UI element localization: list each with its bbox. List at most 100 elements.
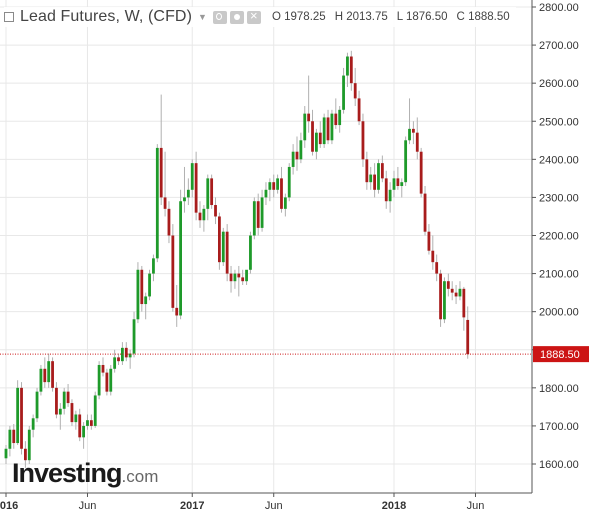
close-label: C xyxy=(456,11,465,23)
last-price-label: 1888.50 xyxy=(540,349,580,361)
candle-up xyxy=(97,364,101,396)
candle-up xyxy=(47,361,51,383)
candle-up xyxy=(186,189,190,198)
candle-up xyxy=(202,208,206,221)
candle-up xyxy=(233,273,237,282)
candle-up xyxy=(342,75,345,110)
candle-up xyxy=(148,273,151,297)
candle-up xyxy=(392,178,396,190)
y-tick-label: 2800.00 xyxy=(539,2,579,14)
ohlc-readout: O 1978.25 H 2013.75 L 1876.50 C 1888.50 xyxy=(272,11,510,23)
y-tick-label: 2400.00 xyxy=(539,154,579,166)
candle-down xyxy=(423,193,427,232)
plot-area xyxy=(0,0,532,493)
y-tick-label: 2000.00 xyxy=(539,307,579,319)
candle-up xyxy=(369,174,373,183)
candle-down xyxy=(218,216,221,263)
candle-up xyxy=(179,201,182,316)
open-value: 1978.25 xyxy=(284,11,326,23)
legend-toggle-box[interactable] xyxy=(4,12,14,22)
candle-down xyxy=(194,163,198,213)
candle-up xyxy=(346,56,349,76)
candle-down xyxy=(373,174,376,190)
candle-up xyxy=(458,288,462,297)
candle-down xyxy=(51,361,54,388)
candle-up xyxy=(132,319,136,354)
candle-down xyxy=(171,235,175,308)
close-value: 1888.50 xyxy=(468,11,510,23)
candle-up xyxy=(58,408,62,415)
candle-up xyxy=(408,128,411,141)
candle-up xyxy=(252,201,256,236)
y-tick-label: 2600.00 xyxy=(539,78,579,90)
y-tick-label: 2700.00 xyxy=(539,40,579,52)
y-tick-label: 2100.00 xyxy=(539,269,579,281)
candle-up xyxy=(206,178,210,209)
candle-down xyxy=(117,357,120,362)
logo-suffix-text: .com xyxy=(121,467,159,486)
candle-down xyxy=(124,347,128,358)
candle-down xyxy=(435,262,439,274)
candle-up xyxy=(31,418,35,430)
candle-up xyxy=(35,391,39,419)
candle-down xyxy=(450,288,454,293)
candle-down xyxy=(326,117,330,141)
candle-up xyxy=(221,231,225,263)
candle-up xyxy=(144,296,148,305)
candle-up xyxy=(400,182,404,186)
candle-down xyxy=(89,420,93,426)
investing-logo: Investing .com xyxy=(12,458,158,489)
candle-down xyxy=(24,448,27,461)
candle-down xyxy=(427,231,431,251)
candle-down xyxy=(256,201,260,228)
candle-down xyxy=(210,178,214,206)
x-tick-label: 2017 xyxy=(180,500,204,512)
candle-up xyxy=(303,113,307,141)
candle-down xyxy=(159,147,163,198)
candle-up xyxy=(74,414,78,423)
y-tick-label: 1700.00 xyxy=(539,421,579,433)
candle-down xyxy=(55,387,58,415)
candle-up xyxy=(276,178,279,190)
y-tick-label: 1800.00 xyxy=(539,383,579,395)
candle-up xyxy=(152,258,155,274)
candle-up xyxy=(299,140,303,160)
candle-up xyxy=(82,425,85,438)
candle-up xyxy=(264,189,268,198)
x-tick-label: 2016 xyxy=(0,500,18,512)
candle-down xyxy=(229,273,233,282)
candle-up xyxy=(136,269,140,320)
y-tick-label: 2200.00 xyxy=(539,231,579,243)
candle-down xyxy=(307,113,311,122)
candle-up xyxy=(113,357,117,369)
candle-up xyxy=(245,269,248,282)
candle-down xyxy=(353,83,357,99)
chevron-down-icon[interactable]: ▼ xyxy=(198,12,207,22)
candle-down xyxy=(431,250,435,263)
candle-down xyxy=(415,132,419,152)
candle-up xyxy=(39,368,43,392)
candle-down xyxy=(225,231,229,274)
candle-up xyxy=(338,109,342,126)
candle-down xyxy=(105,372,109,392)
candle-down xyxy=(70,403,74,423)
candle-up xyxy=(128,353,132,358)
candle-down xyxy=(78,414,82,438)
candle-down xyxy=(419,151,423,194)
candle-down xyxy=(462,288,466,318)
x-tick-label: Jun xyxy=(265,500,283,512)
candle-down xyxy=(20,387,23,449)
eye-icon[interactable] xyxy=(212,10,227,24)
low-label: L xyxy=(396,11,403,23)
candle-down xyxy=(101,364,105,373)
y-tick-label: 2300.00 xyxy=(539,192,579,204)
candle-up xyxy=(443,281,446,320)
candle-up xyxy=(260,197,264,228)
gear-icon[interactable] xyxy=(229,10,244,24)
candle-down xyxy=(140,269,144,305)
candle-down xyxy=(272,182,276,190)
candle-up xyxy=(249,235,252,270)
close-icon[interactable] xyxy=(246,8,261,24)
candle-up xyxy=(109,368,113,392)
